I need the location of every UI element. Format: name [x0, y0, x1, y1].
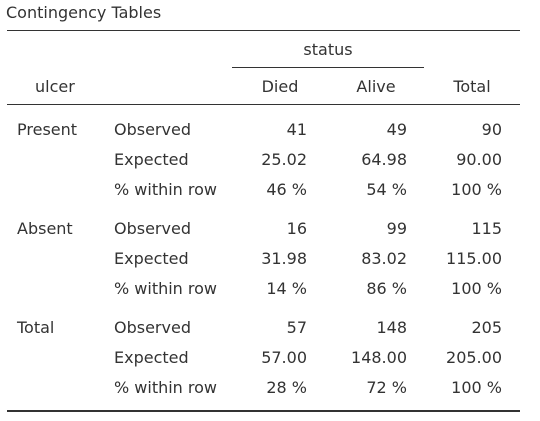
died-value: 28 % [266, 378, 307, 397]
total-value: 100 % [451, 279, 502, 298]
died-value: 14 % [266, 279, 307, 298]
stat-label: % within row [114, 180, 218, 199]
header-rule [7, 104, 520, 105]
died-value: 41 [286, 120, 307, 139]
alive-value: 99 [386, 219, 407, 238]
died-value: 25.02 [261, 150, 307, 169]
alive-value: 148 [376, 318, 407, 337]
stat-label: Expected [114, 348, 189, 367]
died-value: 57.00 [261, 348, 307, 367]
stat-label: % within row [114, 279, 218, 298]
header-died: Died [261, 77, 299, 96]
bottom-rule [7, 410, 520, 412]
alive-value: 72 % [366, 378, 407, 397]
died-value: 31.98 [261, 249, 307, 268]
total-value: 205 [471, 318, 502, 337]
header-total: Total [453, 77, 491, 96]
total-value: 100 % [451, 180, 502, 199]
total-value: 115 [471, 219, 502, 238]
total-value: 90.00 [456, 150, 502, 169]
top-rule [7, 30, 520, 31]
died-value: 16 [286, 219, 307, 238]
group-label-absent: Absent [17, 219, 73, 238]
stat-label: Observed [114, 219, 191, 238]
alive-value: 86 % [366, 279, 407, 298]
stat-label: % within row [114, 378, 218, 397]
alive-value: 83.02 [361, 249, 407, 268]
stat-label: Observed [114, 120, 191, 139]
header-alive: Alive [356, 77, 396, 96]
died-value: 57 [286, 318, 307, 337]
header-row-var: ulcer [35, 77, 75, 96]
total-value: 205.00 [446, 348, 502, 367]
spanner-rule [232, 67, 424, 68]
alive-value: 54 % [366, 180, 407, 199]
stat-label: Expected [114, 150, 189, 169]
group-label-total: Total [17, 318, 55, 337]
stat-label: Expected [114, 249, 189, 268]
spanner-label: status [303, 40, 353, 59]
died-value: 46 % [266, 180, 307, 199]
total-value: 100 % [451, 378, 502, 397]
stat-label: Observed [114, 318, 191, 337]
alive-value: 148.00 [351, 348, 407, 367]
alive-value: 49 [386, 120, 407, 139]
table-title: Contingency Tables [6, 3, 162, 22]
total-value: 90 [481, 120, 502, 139]
group-label-present: Present [17, 120, 78, 139]
alive-value: 64.98 [361, 150, 407, 169]
total-value: 115.00 [446, 249, 502, 268]
